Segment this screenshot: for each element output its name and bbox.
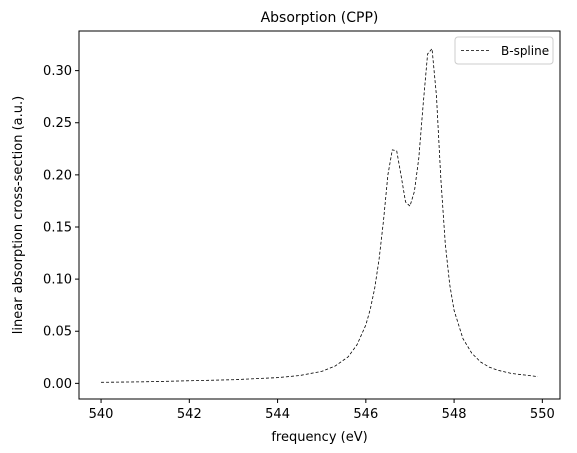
x-tick-label: 548: [442, 407, 467, 422]
y-tick-label: 0.00: [43, 377, 72, 392]
y-tick-label: 0.15: [43, 220, 72, 235]
x-tick-label: 550: [530, 407, 555, 422]
chart-title: Absorption (CPP): [261, 10, 379, 26]
y-tick-label: 0.25: [43, 116, 72, 131]
y-tick-label: 0.20: [43, 168, 72, 183]
y-tick-label: 0.30: [43, 64, 72, 79]
x-tick-label: 546: [353, 407, 378, 422]
series-line-b-spline: [101, 48, 538, 383]
legend-box: [454, 36, 554, 65]
series-layer: [101, 48, 538, 383]
x-tick-label: 542: [177, 407, 202, 422]
legend: B-spline: [454, 36, 554, 65]
x-axis-label: frequency (eV): [271, 430, 367, 445]
x-tick-label: 544: [265, 407, 290, 422]
x-tick-label: 540: [89, 407, 114, 422]
legend-label-b-spline: B-spline: [501, 44, 549, 58]
y-axis-label: linear absorption cross-section (a.u.): [11, 96, 26, 334]
y-axis-ticks: 0.00 0.05 0.10 0.15 0.20 0.25 0.30: [43, 64, 79, 392]
y-tick-label: 0.05: [43, 325, 72, 340]
x-axis-ticks: 540 542 544 546 548 550: [89, 399, 555, 422]
plot-area-frame: [78, 30, 561, 400]
y-tick-label: 0.10: [43, 273, 72, 288]
